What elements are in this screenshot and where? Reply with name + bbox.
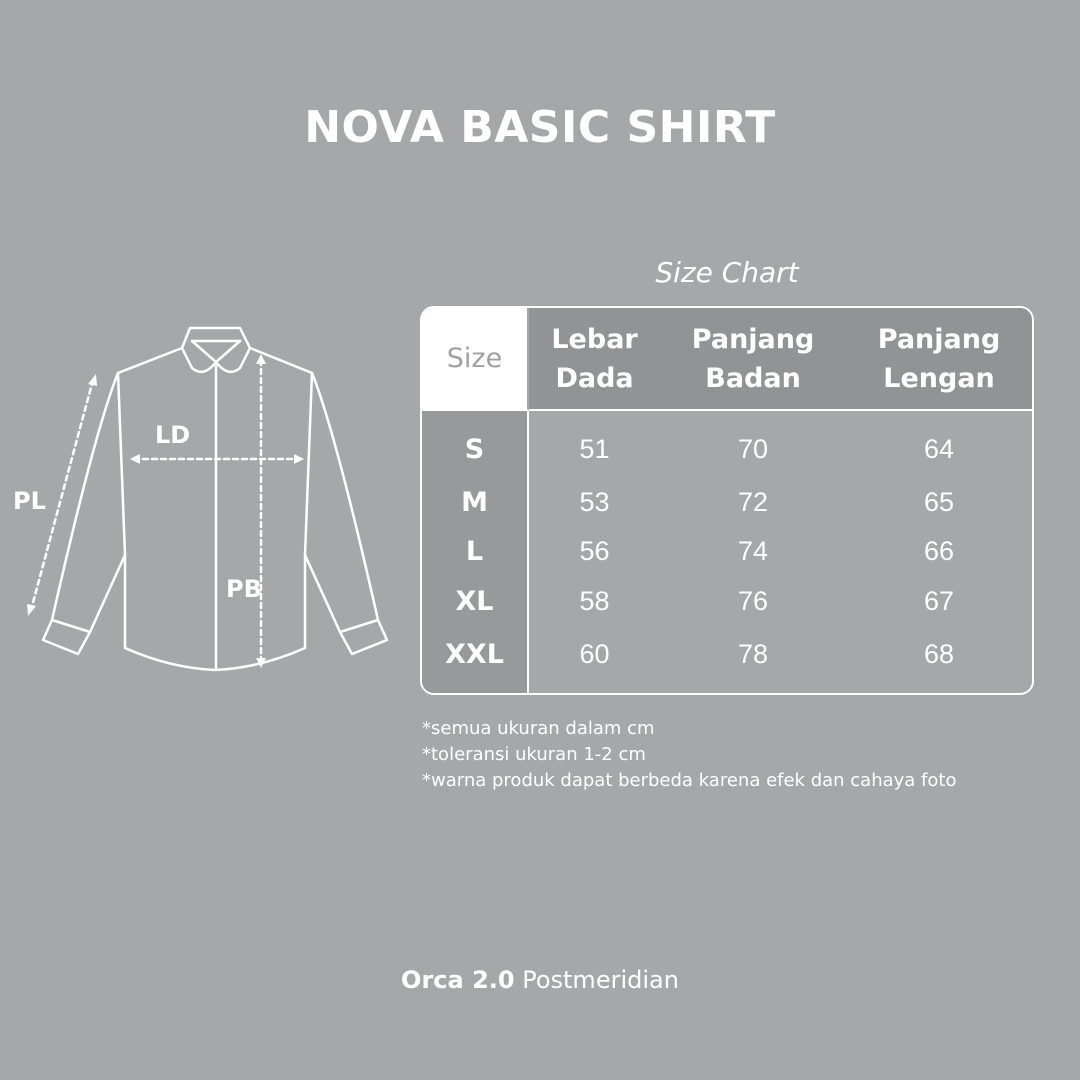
- size-chart-table: Size Lebar Dada Panjang Badan Panjang Lenga…: [420, 306, 1034, 695]
- size-cell: XXL: [422, 626, 529, 693]
- table-row: L 56 74 66: [422, 527, 1032, 577]
- header-panjang-badan: Panjang Badan: [660, 308, 847, 411]
- value-cell: 51: [579, 433, 610, 464]
- size-cell: M: [422, 477, 529, 528]
- value-cell: 64: [923, 433, 955, 464]
- size-cell: XL: [422, 576, 529, 627]
- note: *warna produk dapat berbeda karena efek …: [422, 770, 957, 791]
- value-cell: 68: [923, 639, 955, 670]
- brand-name: Orca 2.0: [401, 966, 515, 994]
- table-row: XL 58 76 67: [422, 576, 1032, 627]
- value-cell: 76: [738, 586, 769, 617]
- value-cell: 58: [579, 586, 610, 617]
- value-cell: 67: [923, 586, 955, 617]
- notes: *semua ukuran dalam cm *toleransi ukuran…: [422, 716, 956, 794]
- value-cell: 72: [738, 486, 769, 517]
- table-header-row: Size Lebar Dada Panjang Badan Panjang Lenga…: [422, 308, 1032, 411]
- collection-name: Postmeridian: [522, 966, 679, 994]
- shirt-right-sleeve: [303, 371, 389, 656]
- header-lebar-dada: Lebar Dada: [529, 308, 661, 411]
- shirt-diagram: [27, 326, 389, 672]
- table-row: M 53 72 65: [422, 477, 1032, 528]
- label-pb: PB: [226, 575, 262, 603]
- label-ld: LD: [155, 421, 191, 449]
- value-cell: 56: [579, 536, 610, 567]
- value-cell: 66: [923, 536, 955, 567]
- table-row: S 51 70 64: [422, 411, 1032, 478]
- value-cell: 70: [738, 433, 769, 464]
- value-cell: 78: [738, 639, 769, 670]
- size-cell: S: [422, 411, 529, 478]
- header-panjang-lengan: Panjang Lengan: [846, 308, 1032, 411]
- page-title: NOVA BASIC SHIRT: [304, 102, 776, 153]
- footer: Orca 2.0 Postmeridian: [0, 966, 1080, 994]
- shirt-left-sleeve: [41, 371, 127, 656]
- header-size: Size: [422, 308, 529, 411]
- table-row: XXL 60 78 68: [422, 626, 1032, 693]
- value-cell: 53: [579, 486, 610, 517]
- size-cell: L: [422, 527, 529, 577]
- size-chart-subtitle: Size Chart: [655, 256, 799, 289]
- label-pl: PL: [13, 487, 46, 515]
- value-cell: 60: [579, 639, 610, 670]
- measurement-arrows: [29, 358, 302, 664]
- value-cell: 74: [738, 536, 769, 567]
- note: *toleransi ukuran 1-2 cm: [422, 744, 646, 765]
- note: *semua ukuran dalam cm: [422, 718, 655, 739]
- value-cell: 65: [923, 486, 955, 517]
